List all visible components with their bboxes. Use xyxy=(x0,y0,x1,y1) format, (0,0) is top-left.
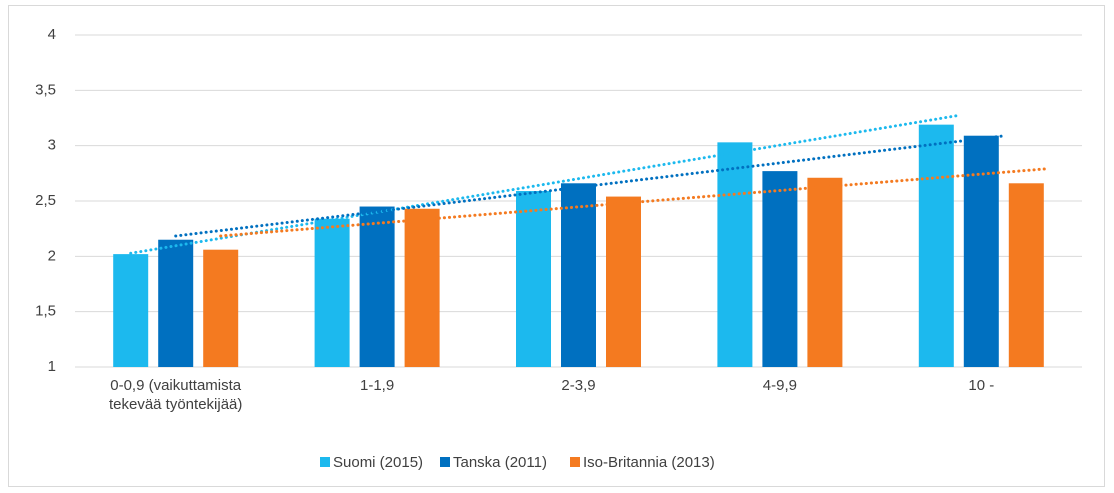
legend-label: Iso-Britannia (2013) xyxy=(583,454,715,471)
x-tick-label: 4-9,9 xyxy=(762,377,797,394)
legend-swatch xyxy=(570,457,580,467)
y-tick-label: 2 xyxy=(48,247,56,264)
bar xyxy=(113,254,149,367)
y-tick-label: 1 xyxy=(48,358,56,375)
x-tick-label: 0-0,9 (vaikuttamista tekevää työntekijää… xyxy=(108,377,243,413)
bar xyxy=(158,239,194,367)
legend-label: Suomi (2015) xyxy=(333,454,423,471)
bar xyxy=(762,171,798,367)
bar xyxy=(807,177,843,367)
bar xyxy=(203,249,239,367)
y-tick-label: 3,5 xyxy=(35,81,56,98)
trendline xyxy=(174,134,1005,238)
legend-label: Tanska (2011) xyxy=(453,454,547,471)
y-tick-label: 2,5 xyxy=(35,192,56,209)
bar xyxy=(1008,183,1044,367)
x-tick-label: 1-1,9 xyxy=(359,377,395,394)
x-tick-label: 2-3,9 xyxy=(561,377,596,394)
legend-swatch xyxy=(320,457,330,467)
bar xyxy=(516,191,551,367)
bar xyxy=(359,206,395,367)
bar xyxy=(918,124,954,367)
x-tick-label: 10 - xyxy=(968,377,995,394)
bar xyxy=(963,135,999,367)
bar xyxy=(606,196,641,367)
bar xyxy=(717,142,753,367)
trendline xyxy=(219,167,1050,238)
bar xyxy=(561,183,596,367)
y-tick-label: 1,5 xyxy=(35,303,56,320)
trendline xyxy=(129,113,960,255)
y-tick-label: 4 xyxy=(48,26,56,43)
bar xyxy=(404,208,440,367)
y-tick-label: 3 xyxy=(48,137,56,154)
bar xyxy=(314,218,350,367)
legend-swatch xyxy=(440,457,450,467)
